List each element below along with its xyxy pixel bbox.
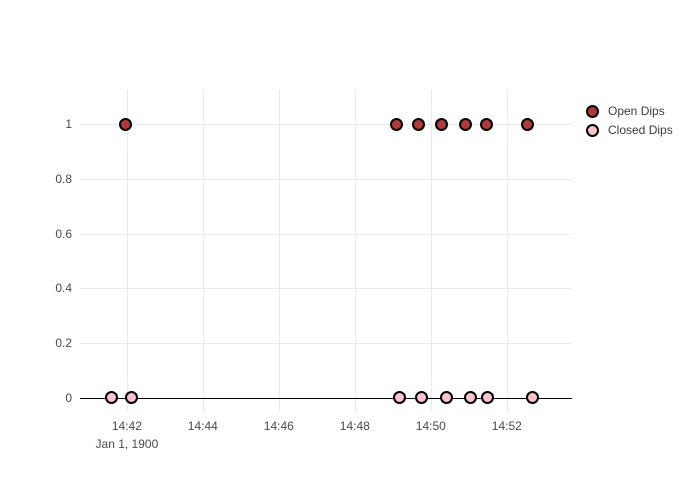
plot-area: [80, 90, 572, 412]
data-point-open-dips-2[interactable]: [411, 117, 425, 131]
y-tick-label: 0.6: [55, 226, 72, 241]
x-tick-label: 14:48: [339, 419, 370, 433]
data-point-closed-dips-4[interactable]: [440, 391, 454, 405]
legend: Open Dips Closed Dips: [586, 104, 673, 137]
gridline-y-0.4: [80, 288, 572, 290]
x-tick-label: 14:42: [111, 419, 142, 433]
x-tick-label: 14:46: [263, 419, 294, 433]
data-point-open-dips-1[interactable]: [390, 117, 404, 131]
gridline-x-14:42: [126, 90, 128, 412]
closed-dips-marker-icon: [586, 123, 599, 137]
gridline-y-0.8: [80, 178, 572, 180]
x-tick-label: 14:50: [415, 419, 446, 433]
gridline-y-1: [80, 124, 572, 126]
y-tick-label: 1: [65, 117, 72, 132]
data-point-open-dips-4[interactable]: [459, 117, 473, 131]
x-tick-label: 14:52: [491, 419, 522, 433]
y-tick-label: 0.2: [55, 336, 72, 351]
data-point-closed-dips-3[interactable]: [415, 391, 429, 405]
y-tick-label: 0.8: [55, 171, 72, 186]
data-point-closed-dips-6[interactable]: [481, 391, 495, 405]
x-tick-label: 14:44: [187, 419, 218, 433]
gridline-x-14:52: [506, 90, 508, 412]
data-point-open-dips-5[interactable]: [480, 117, 493, 131]
data-point-closed-dips-5[interactable]: [464, 391, 478, 405]
zero-line: [80, 397, 572, 399]
open-dips-marker-icon: [586, 104, 599, 118]
gridline-x-14:50: [430, 90, 432, 412]
gridline-x-14:46: [278, 90, 280, 412]
gridline-y-0.6: [80, 233, 572, 235]
x-axis-date-annotation: Jan 1, 1900: [95, 437, 159, 451]
data-point-closed-dips-0[interactable]: [105, 391, 119, 405]
legend-label-open-dips: Open Dips: [608, 104, 665, 118]
data-point-open-dips-6[interactable]: [521, 117, 535, 131]
y-tick-label: 0: [65, 390, 72, 405]
data-point-closed-dips-7[interactable]: [526, 391, 540, 405]
gridline-x-14:48: [354, 90, 356, 412]
gridline-x-14:44: [202, 90, 204, 412]
data-point-closed-dips-1[interactable]: [125, 391, 139, 405]
legend-item-open-dips[interactable]: Open Dips: [586, 104, 673, 118]
legend-label-closed-dips: Closed Dips: [608, 123, 673, 137]
data-point-closed-dips-2[interactable]: [392, 391, 406, 405]
gridline-y-0.2: [80, 343, 572, 345]
data-point-open-dips-0[interactable]: [119, 117, 133, 131]
y-tick-label: 0.4: [55, 281, 72, 296]
data-point-open-dips-3[interactable]: [435, 117, 449, 131]
legend-item-closed-dips[interactable]: Closed Dips: [586, 123, 673, 137]
